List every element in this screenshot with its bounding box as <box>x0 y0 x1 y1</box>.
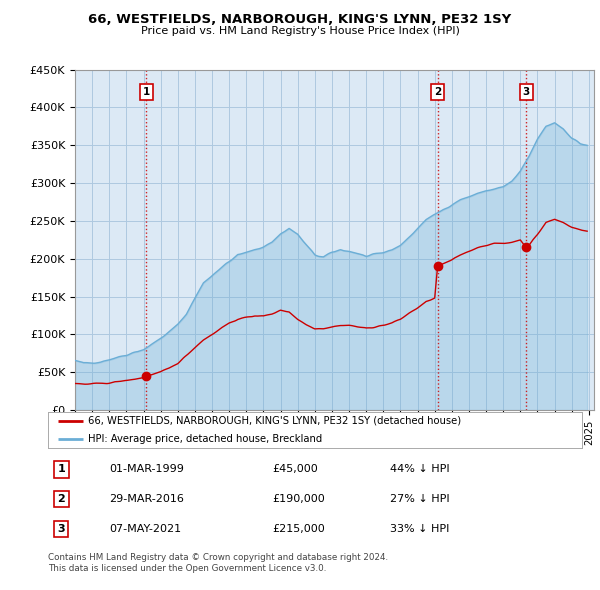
Text: Price paid vs. HM Land Registry's House Price Index (HPI): Price paid vs. HM Land Registry's House … <box>140 26 460 36</box>
Text: 29-MAR-2016: 29-MAR-2016 <box>109 494 184 504</box>
Text: 66, WESTFIELDS, NARBOROUGH, KING'S LYNN, PE32 1SY: 66, WESTFIELDS, NARBOROUGH, KING'S LYNN,… <box>88 13 512 26</box>
Text: 33% ↓ HPI: 33% ↓ HPI <box>390 524 449 534</box>
Text: Contains HM Land Registry data © Crown copyright and database right 2024.
This d: Contains HM Land Registry data © Crown c… <box>48 553 388 573</box>
Text: 07-MAY-2021: 07-MAY-2021 <box>109 524 182 534</box>
Text: 3: 3 <box>523 87 530 97</box>
Text: 01-MAR-1999: 01-MAR-1999 <box>109 464 184 474</box>
Text: £45,000: £45,000 <box>272 464 318 474</box>
Text: 3: 3 <box>58 524 65 534</box>
Text: 1: 1 <box>58 464 65 474</box>
Text: HPI: Average price, detached house, Breckland: HPI: Average price, detached house, Brec… <box>88 434 322 444</box>
Text: 44% ↓ HPI: 44% ↓ HPI <box>390 464 449 474</box>
Text: 27% ↓ HPI: 27% ↓ HPI <box>390 494 449 504</box>
Text: 66, WESTFIELDS, NARBOROUGH, KING'S LYNN, PE32 1SY (detached house): 66, WESTFIELDS, NARBOROUGH, KING'S LYNN,… <box>88 415 461 425</box>
Text: 2: 2 <box>58 494 65 504</box>
Text: 2: 2 <box>434 87 441 97</box>
Text: £215,000: £215,000 <box>272 524 325 534</box>
Text: £190,000: £190,000 <box>272 494 325 504</box>
Text: 1: 1 <box>143 87 150 97</box>
